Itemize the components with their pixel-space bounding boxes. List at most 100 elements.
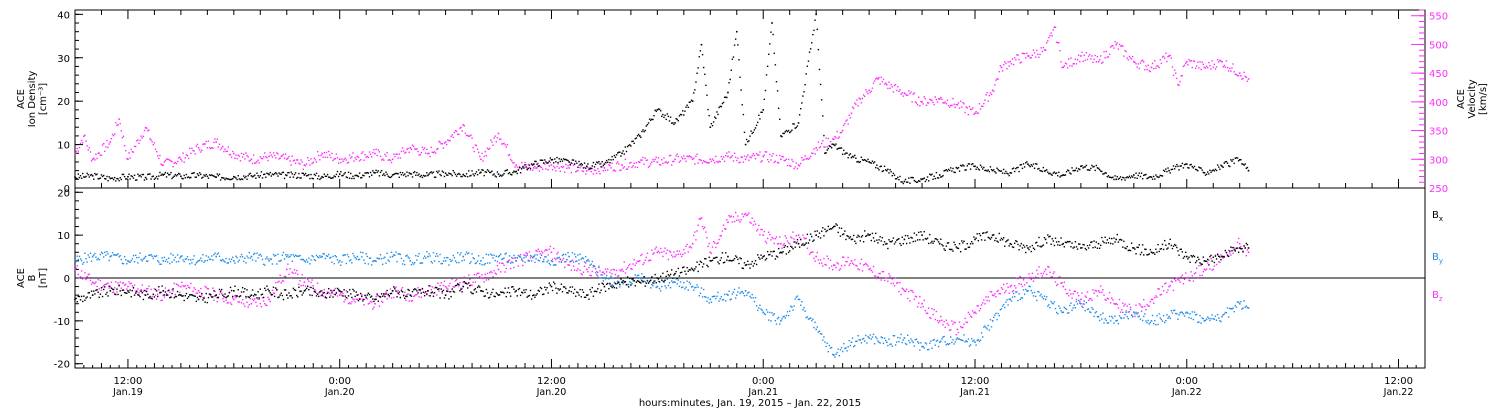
data-point	[956, 167, 957, 168]
data-point	[1117, 304, 1118, 305]
data-point	[135, 292, 136, 293]
data-point	[157, 294, 158, 295]
data-point	[674, 273, 676, 275]
data-point	[850, 345, 851, 346]
data-point	[768, 54, 769, 55]
data-point	[466, 283, 467, 284]
data-point	[371, 156, 372, 157]
data-point	[649, 165, 650, 166]
data-point	[1213, 67, 1214, 68]
data-point	[568, 161, 570, 163]
data-point	[725, 155, 726, 156]
data-point	[522, 260, 523, 261]
data-point	[487, 292, 488, 293]
data-point	[350, 259, 351, 260]
data-point	[733, 56, 734, 57]
data-point	[369, 176, 370, 177]
data-point	[1042, 275, 1043, 276]
data-point	[841, 132, 842, 133]
data-point	[164, 161, 165, 162]
data-point	[1178, 85, 1179, 86]
data-point	[100, 177, 101, 178]
data-point	[96, 286, 97, 287]
data-point	[434, 292, 435, 293]
data-point	[671, 164, 672, 165]
data-point	[397, 157, 398, 158]
data-point	[329, 154, 330, 155]
data-point	[585, 297, 586, 298]
data-point	[254, 298, 255, 299]
data-point	[791, 306, 792, 307]
data-point	[1149, 305, 1150, 306]
data-point	[196, 176, 197, 177]
data-point	[286, 256, 288, 258]
data-point	[275, 172, 276, 173]
data-point	[722, 158, 723, 159]
data-point	[318, 155, 319, 156]
data-point	[1193, 167, 1194, 168]
data-point	[1179, 81, 1180, 82]
data-point	[1106, 300, 1107, 301]
data-point	[530, 169, 531, 170]
data-point	[903, 339, 904, 340]
data-point	[362, 300, 363, 301]
data-point	[1114, 41, 1115, 42]
data-point	[829, 267, 830, 268]
data-point	[1178, 280, 1179, 281]
data-point	[242, 156, 243, 157]
data-point	[208, 297, 209, 298]
data-point	[439, 254, 440, 255]
top-right-ylabel-line-1: ACE	[1456, 89, 1467, 109]
data-point	[1100, 55, 1101, 56]
data-point	[536, 163, 537, 164]
data-point	[406, 296, 407, 297]
data-point	[629, 278, 630, 279]
data-point	[126, 158, 127, 159]
data-point	[503, 292, 504, 293]
data-point	[700, 50, 701, 51]
data-point	[988, 296, 989, 297]
data-point	[565, 288, 566, 289]
data-point	[1230, 254, 1231, 255]
data-point	[422, 288, 423, 289]
data-point	[761, 229, 762, 230]
data-point	[362, 252, 363, 253]
data-point	[950, 336, 951, 337]
data-point	[185, 177, 186, 178]
data-point	[560, 288, 561, 289]
data-point	[661, 280, 662, 281]
data-point	[1091, 299, 1092, 300]
data-point	[686, 244, 687, 245]
data-point	[449, 140, 450, 141]
data-point	[126, 293, 127, 294]
data-point	[208, 140, 209, 141]
data-point	[541, 288, 542, 289]
series-Bz	[74, 212, 1249, 336]
data-point	[734, 221, 735, 222]
data-point	[167, 261, 168, 262]
data-point	[1152, 299, 1153, 300]
data-point	[695, 81, 696, 82]
data-point	[1052, 175, 1053, 176]
data-point	[336, 174, 337, 175]
data-point	[1112, 45, 1113, 46]
data-point	[654, 274, 655, 275]
data-point	[335, 158, 336, 159]
data-point	[452, 134, 453, 135]
data-point	[768, 161, 769, 162]
data-point	[1247, 307, 1248, 308]
data-point	[192, 291, 193, 292]
data-point	[217, 173, 218, 174]
data-point	[739, 221, 740, 222]
data-point	[631, 269, 632, 270]
data-point	[900, 93, 901, 94]
data-point	[496, 176, 497, 177]
data-point	[1140, 318, 1141, 319]
data-point	[611, 287, 612, 288]
data-point	[337, 171, 338, 172]
data-point	[551, 251, 553, 253]
data-point	[203, 261, 204, 262]
data-point	[924, 300, 925, 301]
data-point	[528, 168, 529, 169]
data-point	[622, 283, 623, 284]
